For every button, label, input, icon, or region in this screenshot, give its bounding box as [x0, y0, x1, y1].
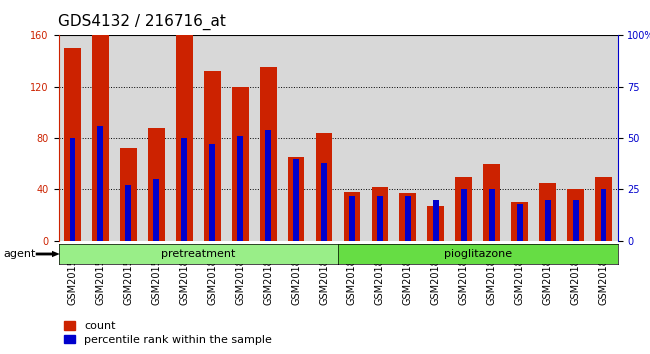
Bar — [316, 133, 332, 241]
Bar — [209, 144, 215, 241]
Bar — [232, 87, 248, 241]
Text: pretreatment: pretreatment — [161, 249, 235, 259]
Bar — [204, 72, 220, 241]
Bar — [70, 138, 75, 241]
Bar — [567, 189, 584, 241]
Bar — [517, 204, 523, 241]
Text: GDS4132 / 216716_at: GDS4132 / 216716_at — [58, 14, 226, 30]
Bar — [288, 157, 304, 241]
Bar — [64, 48, 81, 241]
Bar — [512, 202, 528, 241]
Bar — [372, 187, 388, 241]
Bar — [545, 200, 551, 241]
Bar — [293, 159, 299, 241]
Bar — [125, 185, 131, 241]
Legend: count, percentile rank within the sample: count, percentile rank within the sample — [64, 321, 272, 345]
Text: pioglitazone: pioglitazone — [444, 249, 512, 259]
Text: agent: agent — [3, 249, 36, 259]
Bar — [98, 126, 103, 241]
Bar — [428, 206, 444, 241]
Bar — [349, 195, 355, 241]
Bar — [400, 193, 416, 241]
Bar — [377, 195, 383, 241]
Bar — [595, 177, 612, 241]
Bar — [176, 35, 192, 241]
Bar — [153, 179, 159, 241]
Bar — [461, 189, 467, 241]
Bar — [265, 130, 271, 241]
Bar — [540, 183, 556, 241]
Bar — [484, 164, 500, 241]
Bar — [120, 148, 136, 241]
Bar — [237, 136, 243, 241]
Bar — [321, 163, 327, 241]
Bar — [92, 35, 109, 241]
Bar — [573, 200, 578, 241]
Bar — [344, 192, 360, 241]
Bar — [148, 128, 164, 241]
Bar — [181, 138, 187, 241]
Bar — [456, 177, 472, 241]
Bar — [489, 189, 495, 241]
Bar — [260, 68, 276, 241]
Bar — [433, 200, 439, 241]
Bar — [601, 189, 606, 241]
Bar — [405, 195, 411, 241]
